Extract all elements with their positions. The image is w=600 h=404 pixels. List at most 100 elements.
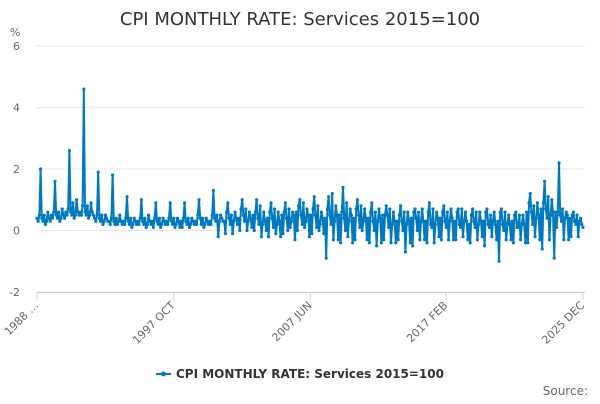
data-point[interactable] bbox=[579, 216, 583, 220]
data-point[interactable] bbox=[289, 219, 293, 223]
data-point[interactable] bbox=[423, 238, 427, 242]
data-point[interactable] bbox=[391, 210, 395, 214]
data-point[interactable] bbox=[439, 238, 443, 242]
data-point[interactable] bbox=[577, 219, 582, 223]
data-point[interactable] bbox=[337, 213, 341, 217]
data-point[interactable] bbox=[234, 216, 238, 220]
data-point[interactable] bbox=[153, 216, 157, 220]
data-point[interactable] bbox=[463, 210, 467, 214]
data-point[interactable] bbox=[69, 210, 73, 214]
data-point[interactable] bbox=[281, 231, 285, 236]
data-point[interactable] bbox=[208, 219, 212, 223]
data-point[interactable] bbox=[185, 222, 189, 226]
data-point[interactable] bbox=[112, 219, 116, 223]
data-point[interactable] bbox=[437, 235, 441, 239]
data-point[interactable] bbox=[382, 238, 386, 242]
data-point[interactable] bbox=[251, 213, 255, 217]
data-point[interactable] bbox=[119, 219, 123, 223]
data-point[interactable] bbox=[329, 222, 333, 226]
data-point[interactable] bbox=[64, 210, 68, 214]
data-point[interactable] bbox=[216, 235, 220, 239]
data-point[interactable] bbox=[351, 241, 355, 245]
data-point[interactable] bbox=[81, 204, 85, 208]
data-point[interactable] bbox=[497, 259, 501, 263]
data-point[interactable] bbox=[366, 216, 370, 220]
data-point[interactable] bbox=[498, 210, 502, 214]
data-point[interactable] bbox=[367, 241, 371, 245]
data-point[interactable] bbox=[502, 228, 506, 233]
data-point[interactable] bbox=[295, 228, 299, 233]
data-point[interactable] bbox=[349, 213, 353, 217]
data-point[interactable] bbox=[449, 207, 453, 211]
data-point[interactable] bbox=[311, 207, 315, 211]
data-point[interactable] bbox=[534, 216, 538, 220]
data-point[interactable] bbox=[336, 238, 340, 242]
data-point[interactable] bbox=[503, 210, 507, 214]
data-point[interactable] bbox=[556, 210, 560, 214]
data-point[interactable] bbox=[430, 225, 434, 230]
data-point[interactable] bbox=[409, 216, 413, 220]
data-point[interactable] bbox=[529, 210, 534, 214]
data-point[interactable] bbox=[561, 207, 565, 211]
data-point[interactable] bbox=[55, 216, 60, 220]
data-point[interactable] bbox=[421, 219, 425, 223]
data-point[interactable] bbox=[581, 225, 585, 230]
data-point[interactable] bbox=[287, 207, 291, 211]
data-point[interactable] bbox=[286, 228, 290, 233]
data-point[interactable] bbox=[327, 195, 331, 199]
data-point[interactable] bbox=[107, 219, 111, 223]
data-point[interactable] bbox=[63, 216, 67, 220]
data-point[interactable] bbox=[96, 170, 100, 174]
data-point[interactable] bbox=[239, 207, 243, 211]
data-point[interactable] bbox=[204, 216, 208, 220]
data-point[interactable] bbox=[485, 207, 489, 211]
data-point[interactable] bbox=[486, 222, 490, 226]
data-point[interactable] bbox=[533, 235, 537, 239]
data-point[interactable] bbox=[136, 219, 140, 223]
data-point[interactable] bbox=[47, 216, 51, 220]
series-line[interactable] bbox=[36, 88, 584, 263]
data-point[interactable] bbox=[131, 222, 135, 226]
data-point[interactable] bbox=[472, 219, 476, 223]
data-point[interactable] bbox=[155, 219, 159, 223]
data-point[interactable] bbox=[381, 213, 385, 217]
data-point[interactable] bbox=[42, 213, 46, 217]
data-point[interactable] bbox=[82, 87, 86, 91]
data-point[interactable] bbox=[79, 213, 83, 217]
data-point[interactable] bbox=[478, 210, 482, 214]
data-point[interactable] bbox=[361, 219, 365, 223]
data-point[interactable] bbox=[475, 238, 479, 242]
data-point[interactable] bbox=[261, 222, 265, 226]
data-point[interactable] bbox=[508, 222, 512, 226]
data-point[interactable] bbox=[94, 219, 98, 223]
data-point[interactable] bbox=[316, 204, 320, 208]
data-point[interactable] bbox=[294, 210, 298, 214]
data-point[interactable] bbox=[551, 210, 555, 214]
data-point[interactable] bbox=[189, 222, 193, 226]
data-point[interactable] bbox=[414, 216, 418, 220]
data-point[interactable] bbox=[271, 225, 275, 230]
data-point[interactable] bbox=[262, 210, 266, 214]
data-point[interactable] bbox=[192, 222, 196, 226]
data-point[interactable] bbox=[483, 244, 487, 248]
data-point[interactable] bbox=[487, 225, 491, 230]
data-point[interactable] bbox=[298, 198, 302, 202]
data-point[interactable] bbox=[412, 210, 416, 214]
data-point[interactable] bbox=[95, 213, 99, 217]
data-point[interactable] bbox=[70, 213, 74, 217]
data-point[interactable] bbox=[61, 213, 65, 217]
data-point[interactable] bbox=[57, 210, 61, 214]
data-point[interactable] bbox=[304, 219, 308, 223]
data-point[interactable] bbox=[297, 204, 301, 208]
data-point[interactable] bbox=[540, 247, 544, 251]
data-point[interactable] bbox=[549, 213, 553, 217]
data-point[interactable] bbox=[156, 222, 160, 226]
data-point[interactable] bbox=[474, 210, 478, 214]
data-point[interactable] bbox=[90, 210, 94, 214]
data-point[interactable] bbox=[71, 201, 75, 205]
data-point[interactable] bbox=[181, 216, 185, 220]
data-point[interactable] bbox=[453, 219, 457, 223]
data-point[interactable] bbox=[253, 210, 257, 214]
data-point[interactable] bbox=[459, 225, 463, 230]
data-point[interactable] bbox=[390, 222, 394, 226]
